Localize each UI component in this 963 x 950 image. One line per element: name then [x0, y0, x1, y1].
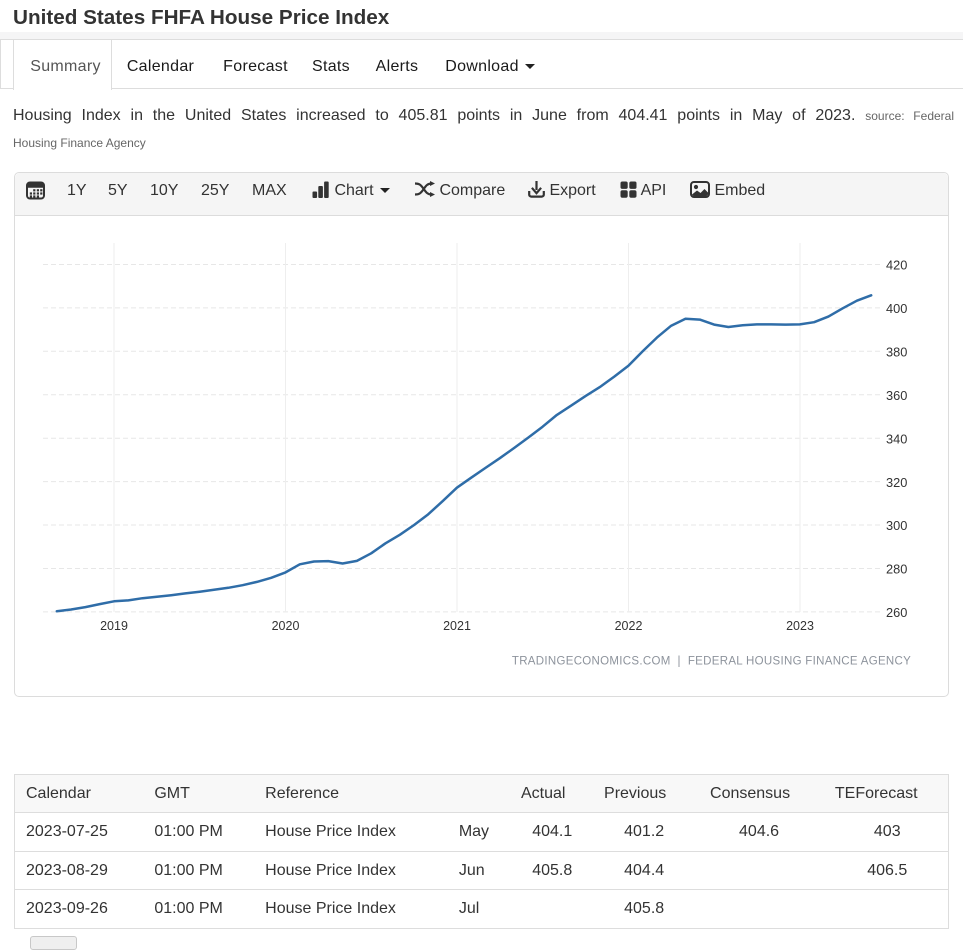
svg-text:300: 300	[886, 518, 907, 533]
svg-text:2023: 2023	[786, 619, 814, 633]
svg-text:2021: 2021	[443, 619, 471, 633]
svg-text:2020: 2020	[272, 619, 300, 633]
svg-text:2019: 2019	[100, 619, 128, 633]
svg-text:260: 260	[886, 605, 907, 620]
svg-text:360: 360	[886, 388, 907, 403]
svg-text:400: 400	[886, 301, 907, 316]
svg-text:TRADINGECONOMICS.COM | FEDER: TRADINGECONOMICS.COM | FEDERAL HOUSING F…	[512, 656, 911, 668]
svg-text:380: 380	[886, 345, 907, 360]
svg-text:280: 280	[886, 562, 907, 577]
svg-text:420: 420	[886, 258, 907, 273]
svg-text:320: 320	[886, 475, 907, 490]
svg-text:340: 340	[886, 431, 907, 446]
svg-text:2022: 2022	[615, 619, 643, 633]
